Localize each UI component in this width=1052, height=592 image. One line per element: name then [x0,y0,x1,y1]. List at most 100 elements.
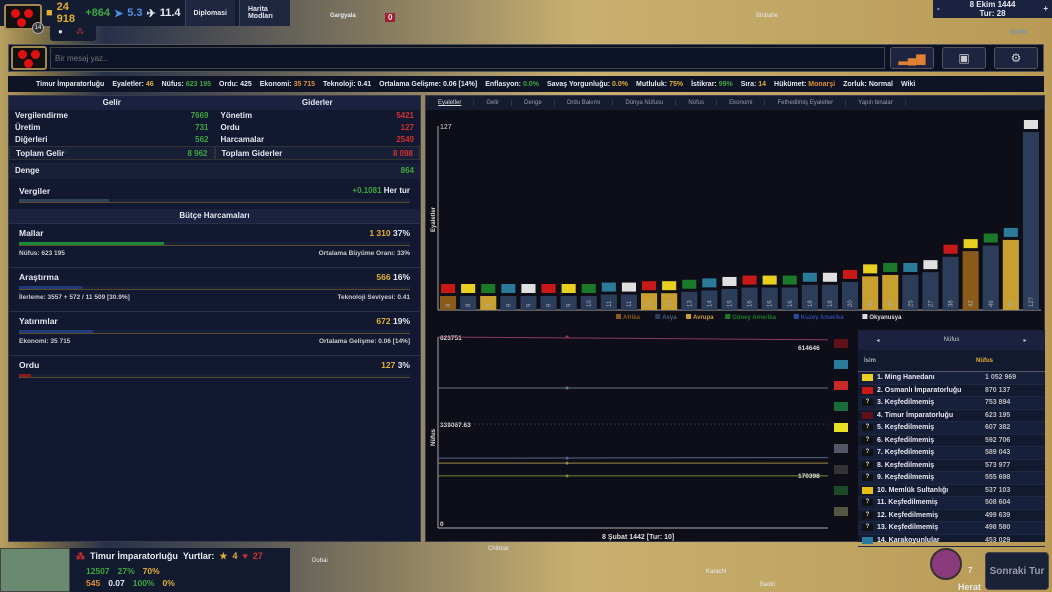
section-slider[interactable] [19,242,410,246]
bar[interactable] [500,296,517,310]
bar[interactable] [580,295,597,310]
bar[interactable] [721,288,738,310]
ranking-row[interactable]: 2. Osmanlı İmparatorluğu 870 137 [858,385,1045,397]
bar[interactable] [781,287,798,310]
country-name[interactable]: Timur İmparatorluğu [90,551,178,561]
city-portrait[interactable] [930,548,962,580]
ranking-row[interactable]: 4. Timur İmparatorluğu 623 195 [858,410,1045,422]
ranking-row[interactable]: ? 7. Keşfedilmemiş 589 043 [858,447,1045,460]
legend-label[interactable]: Afrika [623,315,641,321]
country-toggle-flag-icon[interactable] [834,465,848,474]
bar[interactable] [641,293,658,310]
chart-tab[interactable]: Nüfus [676,100,718,106]
ranking-row[interactable]: ? 13. Keşfedilmemiş 498 580 [858,522,1045,535]
lightbulb-icon[interactable]: ● [58,27,63,36]
ranking-row[interactable]: ? 3. Keşfedilmemiş 753 894 [858,397,1045,410]
chart-tab[interactable]: Ekonomi [717,100,766,106]
emblem-icon[interactable]: ⁂ [76,27,84,36]
section-slider[interactable] [19,330,410,334]
bar[interactable] [982,245,999,310]
ranking-prev-button[interactable]: ◂ [876,337,880,344]
bar[interactable] [962,251,979,310]
stats-button[interactable]: ▂▄▆ [890,47,934,69]
stat-item[interactable]: Teknoloji: 0.41 [323,81,371,88]
stat-item[interactable]: Enflasyon: 0.0% [485,81,539,88]
speed-up-button[interactable]: + [1043,4,1048,13]
country-toggle-flag-icon[interactable] [834,423,848,432]
bar[interactable] [600,294,617,310]
chart-tab[interactable]: Eyaletler [426,100,475,106]
stat-item[interactable]: Zorluk: Normal [843,81,893,88]
diplomacy-tab[interactable]: Diplomasi [184,0,235,26]
series-line[interactable] [437,457,829,459]
map-modes-tab[interactable]: Harita Modları [238,0,290,26]
ranking-next-button[interactable]: ▸ [1023,337,1027,344]
message-input[interactable] [50,47,885,69]
section-slider[interactable] [19,286,410,290]
stat-item[interactable]: Sıra: 14 [741,81,766,88]
legend-label[interactable]: Okyanusya [869,315,902,321]
stat-item[interactable]: Ekonomi: 35 715 [260,81,315,88]
next-turn-button[interactable]: Sonraki Tur [985,552,1049,590]
ranking-row[interactable]: ? 12. Keşfedilmemiş 499 639 [858,510,1045,522]
bar[interactable] [460,296,477,310]
ranking-row[interactable]: ? 5. Keşfedilmemiş 607 382 [858,422,1045,435]
bar[interactable] [661,293,678,310]
ranking-row[interactable]: 14. Karakoyunlular 453 029 [858,535,1045,547]
country-toggle-flag-icon[interactable] [834,444,848,453]
bar[interactable] [801,284,818,310]
bar[interactable] [761,287,778,310]
ranking-row[interactable]: ? 6. Keşfedilmemiş 592 706 [858,435,1045,447]
column-name[interactable]: İsim [864,357,877,364]
stat-item[interactable]: Mutluluk: 75% [636,81,683,88]
stat-item[interactable]: Savaş Yorgunluğu: 0.0% [547,81,628,88]
stat-item[interactable]: Wiki [901,81,915,88]
bar[interactable] [741,287,758,310]
map-unit-count[interactable]: 0 [385,13,396,22]
ranking-row[interactable]: ? 8. Keşfedilmemiş 573 977 [858,460,1045,472]
ranking-row[interactable]: ? 11. Keşfedilmemiş 508 604 [858,497,1045,510]
bar[interactable] [902,274,919,310]
stat-item[interactable]: Ordu: 425 [219,81,252,88]
series-line[interactable] [437,336,829,341]
legend-label[interactable]: Kuzey Amerika [801,315,844,321]
stat-item[interactable]: Hükümet: Monarşi [774,81,835,88]
ranking-row[interactable]: ? 9. Keşfedilmemiş 555 698 [858,472,1045,485]
column-value[interactable]: Nüfus [976,357,993,364]
country-toggle-flag-icon[interactable] [834,381,848,390]
legend-label[interactable]: Avrupa [693,315,714,321]
chart-tab[interactable]: Fethedilmiş Eyaletler [765,100,847,106]
bar[interactable] [560,296,577,310]
settings-button[interactable]: ⚙ [994,47,1038,69]
bar[interactable] [842,281,859,310]
minimap[interactable] [0,548,70,592]
bar[interactable] [701,290,718,310]
bar[interactable] [681,291,698,310]
stat-item[interactable]: Eyaletler: 46 [112,81,153,88]
chart-tab[interactable]: Yapılı binalar [846,100,906,106]
save-button[interactable]: ▣ [942,47,986,69]
bar[interactable] [862,276,879,310]
country-toggle-flag-icon[interactable] [834,486,848,495]
chart-tab[interactable]: Dünya Nüfusu [613,100,677,106]
stat-item[interactable]: İstikrar: 99% [691,81,733,88]
taxes-slider[interactable] [19,199,410,203]
bar[interactable] [942,256,959,310]
city-name[interactable]: Herat [958,582,982,592]
country-toggle-flag-icon[interactable] [834,339,848,348]
bar[interactable] [1022,132,1039,310]
stat-item[interactable]: Nüfus: 623 195 [162,81,211,88]
bar[interactable] [540,296,557,310]
ranking-row[interactable]: 1. Ming Hanedanı 1 052 969 [858,372,1045,385]
stat-item[interactable]: Ortalama Gelişme: 0.06 [14%] [379,81,477,88]
country-toggle-flag-icon[interactable] [834,507,848,516]
bar[interactable] [922,272,939,310]
bar[interactable] [821,284,838,310]
bar[interactable] [440,296,457,310]
stat-item[interactable]: Timur İmparatorluğu [36,81,104,88]
country-toggle-flag-icon[interactable] [834,360,848,369]
bar[interactable] [620,294,637,310]
legend-label[interactable]: Asya [662,315,677,321]
bar[interactable] [520,296,537,310]
speed-down-button[interactable]: - [937,4,940,13]
